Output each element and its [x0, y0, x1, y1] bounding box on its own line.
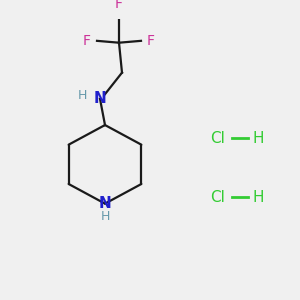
Text: H: H — [252, 190, 263, 205]
Text: Cl: Cl — [210, 190, 225, 205]
Text: F: F — [147, 34, 155, 48]
Text: N: N — [94, 91, 106, 106]
Text: H: H — [100, 210, 110, 223]
Text: N: N — [99, 196, 111, 211]
Text: F: F — [83, 34, 91, 48]
Text: F: F — [115, 0, 123, 11]
Text: H: H — [77, 88, 87, 102]
Text: H: H — [252, 130, 263, 146]
Text: Cl: Cl — [210, 130, 225, 146]
